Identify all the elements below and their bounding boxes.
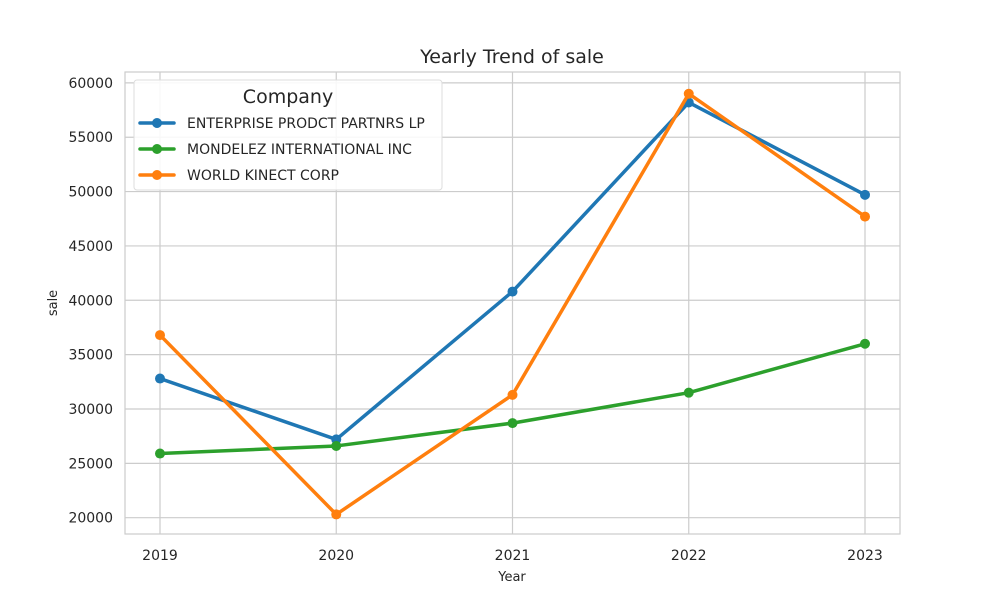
x-axis-label: Year <box>497 570 526 585</box>
y-tick-label: 60000 <box>68 76 113 92</box>
y-tick-label: 20000 <box>68 511 113 527</box>
data-point <box>507 418 518 429</box>
data-point <box>155 373 165 384</box>
legend: Company ENTERPRISE PRODCT PARTNRS LP MOND… <box>133 79 443 191</box>
data-point <box>860 189 870 200</box>
x-tick-label: 2022 <box>671 548 707 564</box>
legend-swatch-marker <box>152 170 162 180</box>
legend-label: WORLD KINECT CORP <box>187 168 339 184</box>
data-point <box>331 509 342 520</box>
x-tick-label: 2021 <box>495 548 531 564</box>
y-tick-label: 35000 <box>68 348 113 364</box>
data-point <box>683 387 694 398</box>
legend-item: WORLD KINECT CORP <box>138 168 339 184</box>
data-point <box>507 389 518 400</box>
legend-box <box>133 79 443 191</box>
series-layer <box>155 88 870 520</box>
legend-label: ENTERPRISE PRODCT PARTNRS LP <box>187 116 425 132</box>
y-axis-label: sale <box>46 290 61 316</box>
series-world-kinect-corp <box>155 88 870 520</box>
x-tick-label: 2020 <box>318 548 354 564</box>
y-tick-label: 55000 <box>68 130 113 146</box>
y-tick-label: 50000 <box>68 185 113 201</box>
x-axis-ticks: 2019 2020 2021 2022 2023 <box>142 548 883 564</box>
legend-title: Company <box>243 86 333 108</box>
legend-item: ENTERPRISE PRODCT PARTNRS LP <box>138 116 425 132</box>
data-point <box>331 440 342 451</box>
y-tick-label: 40000 <box>68 293 113 309</box>
legend-item: MONDELEZ INTERNATIONAL INC <box>138 142 412 158</box>
legend-label: MONDELEZ INTERNATIONAL INC <box>187 142 412 158</box>
legend-swatch-marker <box>152 118 162 128</box>
x-tick-label: 2019 <box>142 548 178 564</box>
data-point <box>683 88 694 99</box>
data-point <box>860 211 870 222</box>
y-axis-ticks: 20000 25000 30000 35000 40000 45000 50000 55000… <box>68 76 113 527</box>
chart-title: Yearly Trend of sale <box>419 46 604 68</box>
series-mondelez-international-inc <box>155 338 870 459</box>
legend-items: ENTERPRISE PRODCT PARTNRS LP MONDELEZ INT… <box>138 116 425 184</box>
y-tick-label: 45000 <box>68 239 113 255</box>
y-tick-label: 25000 <box>68 456 113 472</box>
legend-swatch-marker <box>152 144 162 154</box>
data-point <box>507 286 518 297</box>
y-tick-label: 30000 <box>68 402 113 418</box>
data-point <box>860 338 870 349</box>
x-tick-label: 2023 <box>847 548 883 564</box>
data-point <box>155 448 165 459</box>
data-point <box>155 330 165 341</box>
